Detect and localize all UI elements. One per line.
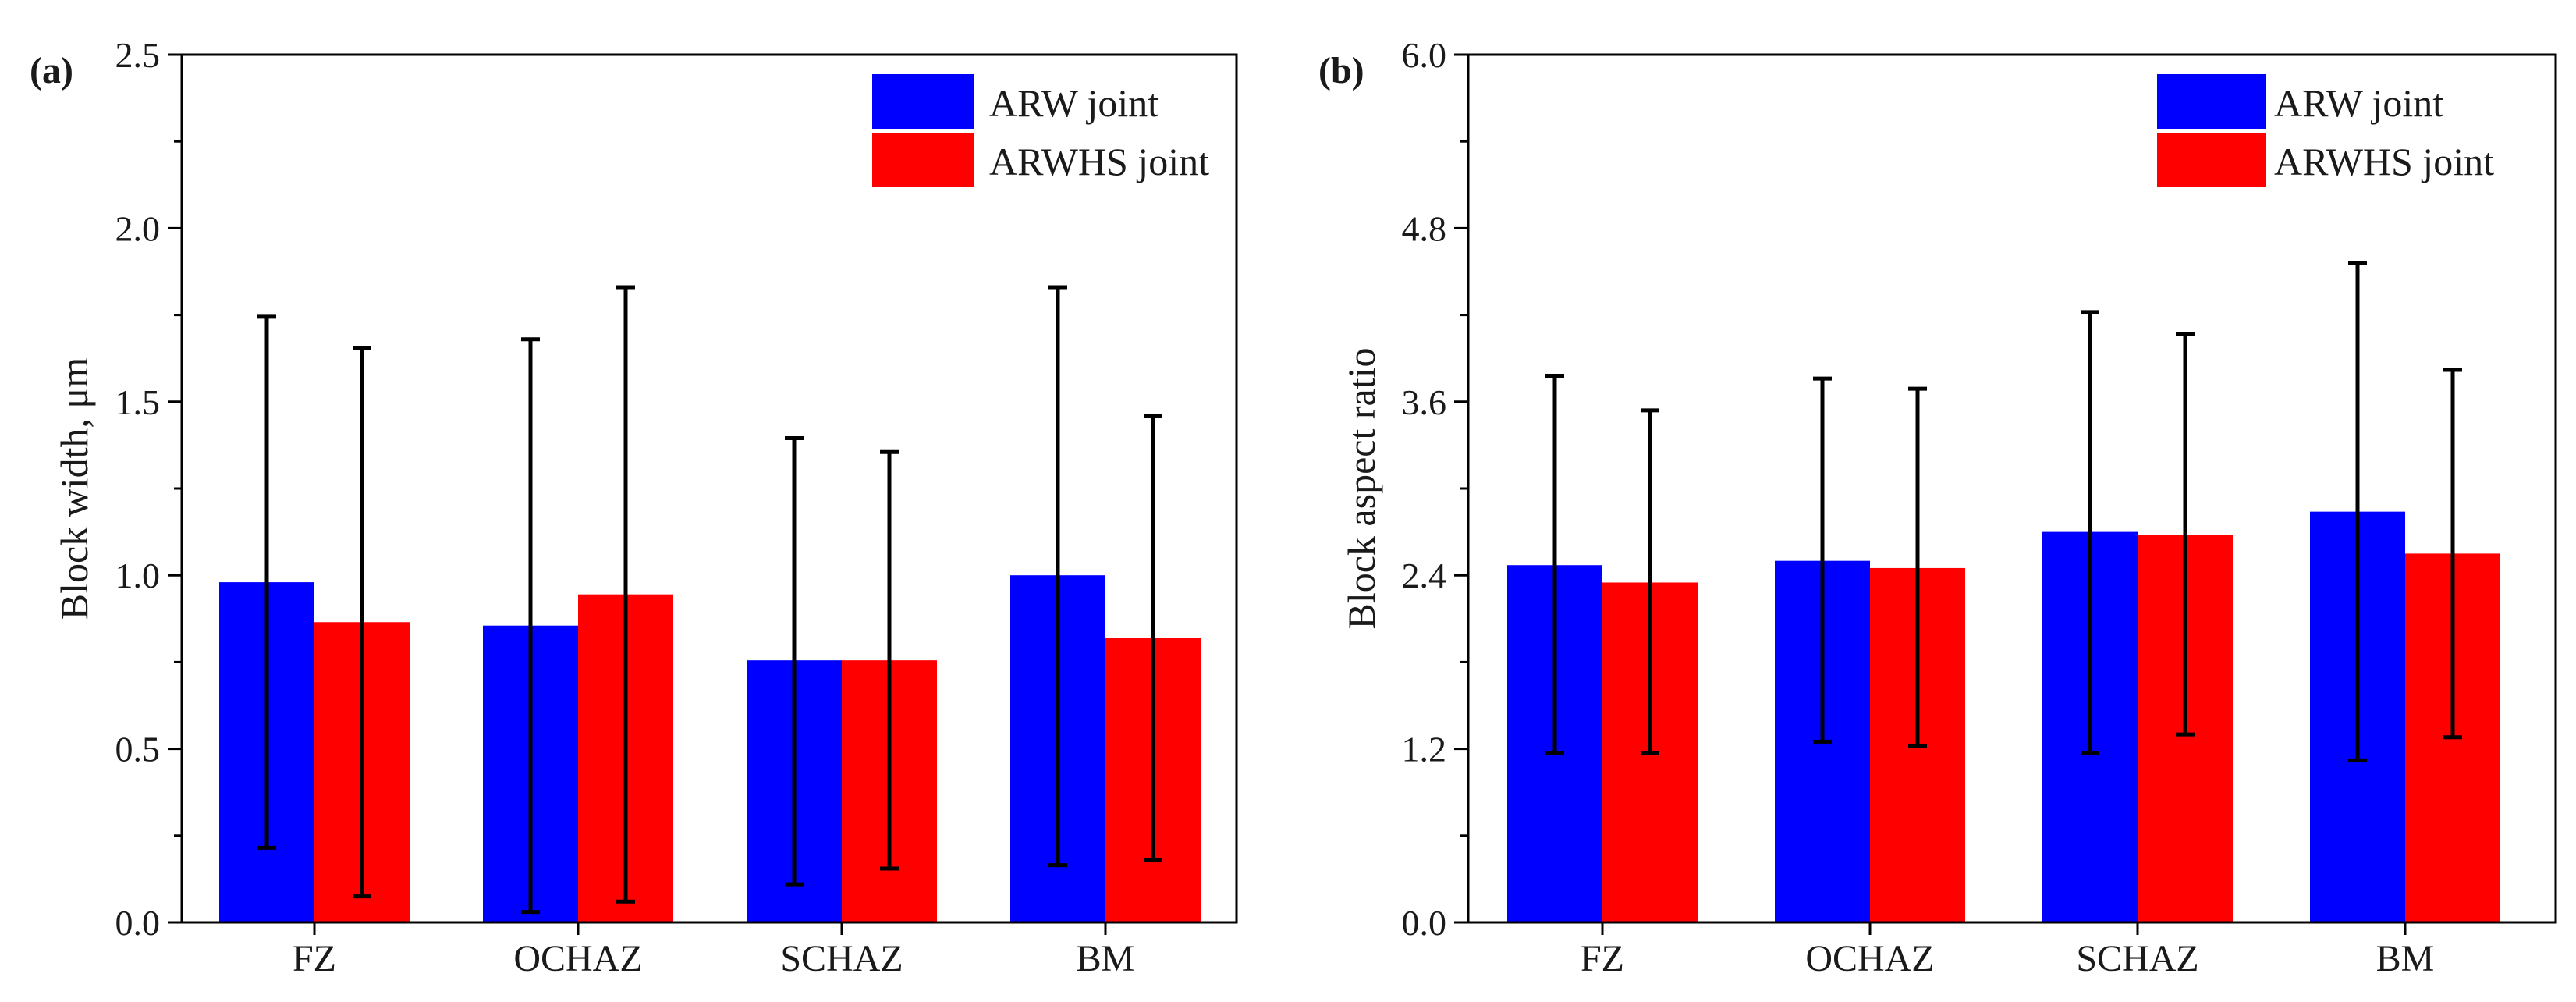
- y-tick-label-5-a: 2.5: [115, 35, 161, 75]
- y-tick-label-1-b: 1.2: [1402, 730, 1447, 769]
- x-tick-label-schaz-b: SCHAZ: [2076, 938, 2198, 979]
- x-axis-ticks-b: FZ OCHAZ SCHAZ BM: [1581, 922, 2434, 979]
- legend-swatch-arw-a: [872, 74, 974, 129]
- y-axis-label-b: Block aspect ratio: [1339, 348, 1383, 630]
- x-tick-label-bm-b: BM: [2376, 938, 2435, 979]
- error-bar-arw-joint-fz-b: [1545, 373, 1564, 755]
- error-bar-arw-joint-ochaz-a: [521, 337, 540, 915]
- y-tick-label-0-b: 0.0: [1402, 903, 1447, 943]
- y-tick-label-4-a: 2.0: [115, 208, 161, 248]
- error-bar-arw-joint-bm-a: [1048, 285, 1067, 868]
- x-axis-ticks-a: FZ OCHAZ SCHAZ BM: [293, 922, 1134, 979]
- legend-label-arwhs-b: ARWHS joint: [2274, 140, 2494, 183]
- y-axis-ticks-b: 0.0 1.2 2.4 3.6 4.8 6.0: [1402, 35, 1468, 943]
- x-tick-label-schaz-a: SCHAZ: [780, 938, 903, 979]
- y-tick-label-2-b: 2.4: [1402, 556, 1447, 595]
- error-bar-arw-joint-bm-b: [2348, 261, 2367, 762]
- legend-label-arw-a: ARW joint: [989, 81, 1158, 125]
- x-tick-label-fz-b: FZ: [1581, 938, 1624, 979]
- y-tick-label-3-b: 3.6: [1402, 382, 1447, 422]
- error-bar-arwhs-joint-ochaz-b: [1908, 386, 1927, 748]
- legend-swatch-arw-b: [2157, 74, 2266, 129]
- legend-swatch-arwhs-b: [2157, 133, 2266, 187]
- x-tick-label-ochaz-a: OCHAZ: [513, 938, 642, 979]
- error-bars-a: [257, 285, 1162, 915]
- panel-label-a: (a): [30, 50, 73, 91]
- error-bar-arwhs-joint-fz-a: [353, 346, 371, 899]
- error-bar-arwhs-joint-bm-a: [1144, 414, 1162, 862]
- bars-a: [219, 575, 1201, 922]
- x-tick-label-ochaz-b: OCHAZ: [1805, 938, 1934, 979]
- y-tick-label-4-b: 4.8: [1402, 208, 1447, 248]
- legend-label-arw-b: ARW joint: [2274, 81, 2443, 125]
- y-tick-label-5-b: 6.0: [1402, 35, 1447, 75]
- error-bar-arwhs-joint-bm-b: [2443, 368, 2462, 740]
- bars-b: [1507, 511, 2500, 922]
- legend-label-arwhs-a: ARWHS joint: [989, 140, 1209, 183]
- legend-swatch-arwhs-a: [872, 133, 974, 187]
- y-axis-label-a: Block width, μm: [52, 357, 96, 620]
- error-bar-arwhs-joint-schaz-b: [2176, 332, 2195, 737]
- chart-panel-b: 0.0 1.2 2.4 3.6 4.8 6.0 FZ OCHAZ SCHAZ BM ARW jo…: [1318, 35, 2557, 979]
- legend-a: ARW joint ARWHS joint: [872, 74, 1209, 187]
- chart-panel-a: 0.0 0.5 1.0 1.5 2.0 2.5 FZ OCHAZ SCHAZ BM ARW jo…: [30, 35, 1238, 979]
- y-tick-label-1-a: 0.5: [115, 730, 161, 769]
- panel-label-b: (b): [1318, 50, 1364, 91]
- error-bar-arw-joint-fz-a: [257, 314, 276, 850]
- error-bar-arwhs-joint-ochaz-a: [616, 285, 635, 904]
- y-tick-label-0-a: 0.0: [115, 903, 161, 943]
- x-tick-label-fz-a: FZ: [293, 938, 336, 979]
- error-bar-arw-joint-schaz-a: [785, 436, 804, 887]
- y-tick-label-2-a: 1.0: [115, 556, 161, 595]
- error-bar-arw-joint-schaz-b: [2081, 310, 2099, 755]
- error-bars-b: [1545, 261, 2462, 762]
- x-tick-label-bm-a: BM: [1077, 938, 1135, 979]
- y-axis-ticks-a: 0.0 0.5 1.0 1.5 2.0 2.5: [115, 35, 182, 943]
- legend-b: ARW joint ARWHS joint: [2157, 74, 2494, 187]
- error-bar-arwhs-joint-schaz-a: [880, 449, 899, 871]
- error-bar-arwhs-joint-fz-b: [1641, 408, 1659, 755]
- error-bar-arw-joint-ochaz-b: [1813, 376, 1832, 744]
- y-tick-label-3-a: 1.5: [115, 382, 161, 422]
